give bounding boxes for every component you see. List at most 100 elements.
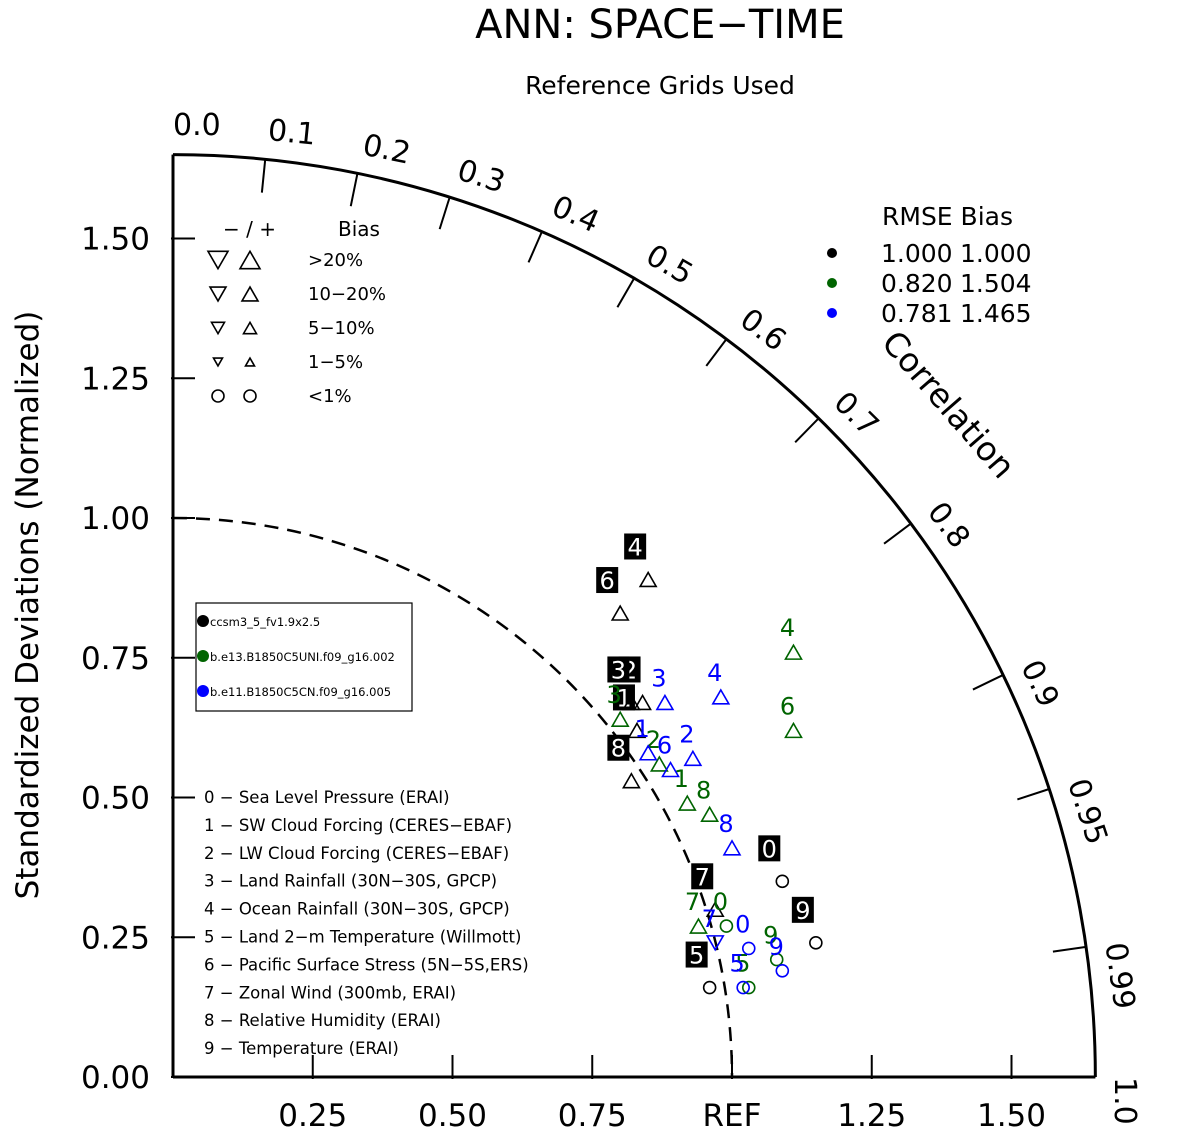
bias-legend-triangle-up-icon: [242, 320, 258, 335]
y-tick-label: 1.00: [81, 501, 150, 537]
point-0-6: 6: [596, 567, 630, 621]
correlation-tick-label: 0.1: [266, 113, 317, 153]
point-label-box: [791, 896, 814, 923]
correlation-tick: [1017, 788, 1050, 801]
series-legend-label: b.e11.B1850C5CN.f09_g16.005: [210, 685, 391, 699]
point-0-7: 7: [691, 863, 725, 918]
rmse-color-dot: [827, 248, 837, 258]
point-2-1: 1: [635, 715, 658, 761]
outer-arc: [172, 153, 1097, 1078]
bias-legend-header-bias: Bias: [338, 217, 380, 241]
point-marker-triangle: [722, 839, 742, 856]
point-marker-triangle: [610, 604, 630, 621]
point-marker-triangle: [638, 744, 658, 761]
point-label-box: [624, 533, 647, 560]
point-marker-triangle: [633, 693, 652, 711]
series-legend-dot: [197, 650, 209, 662]
point-marker-triangle: [621, 772, 641, 789]
bias-legend-triangle-down-icon: [210, 321, 226, 336]
point-label-box: [607, 734, 630, 761]
y-tick-label: 1.25: [81, 361, 150, 397]
point-0-3: 3: [607, 656, 641, 711]
series-legend: ccsm3_5_fv1.9x2.5 b.e13.B1850C5UNI.f09_g1…: [195, 602, 413, 712]
point-marker-circle: [741, 980, 756, 995]
variable-legend-item: 5 − Land 2−m Temperature (Willmott): [204, 928, 521, 947]
correlation-tick-label: 0.4: [547, 189, 605, 240]
x-tick-label: REF: [703, 1098, 762, 1134]
y-tick-label: 0.75: [81, 641, 150, 677]
point-label: 7: [702, 905, 717, 933]
point-1-7: 7: [685, 888, 708, 934]
point-0-4: 4: [624, 533, 658, 588]
point-marker-circle: [775, 874, 790, 889]
correlation-tick: [1052, 945, 1087, 953]
series-legend-label: ccsm3_5_fv1.9x2.5: [210, 615, 320, 629]
bias-legend-label: 5−10%: [308, 318, 375, 339]
point-label: 5: [735, 950, 750, 978]
point-label: 6: [657, 732, 672, 760]
point-label: 2: [679, 720, 694, 748]
point-label-box: [758, 835, 781, 862]
point-1-4: 4: [780, 614, 803, 660]
correlation-tick: [438, 196, 451, 230]
rmse-value: 0.820: [881, 269, 953, 298]
point-label-box: [607, 656, 630, 683]
y-tick-label: 0.00: [81, 1060, 150, 1096]
point-label: 8: [718, 810, 733, 838]
point-2-2: 2: [679, 720, 703, 767]
variable-legend-item: 7 − Zonal Wind (300mb, ERAI): [204, 983, 456, 1002]
point-marker-triangle: [784, 643, 803, 660]
point-0-5: 5: [685, 941, 717, 995]
bias-value: 1.504: [960, 269, 1032, 298]
bias-legend: − / + Bias >20% 10−20% 5−10% 1−5% <1%: [206, 217, 386, 407]
bias-legend-triangle-up-icon: [244, 356, 256, 367]
variable-legend-item: 2 − LW Cloud Forcing (CERES−EBAF): [204, 844, 509, 863]
chart-subtitle: Reference Grids Used: [525, 71, 795, 100]
series-legend-box: [195, 602, 413, 712]
point-label: 6: [600, 567, 615, 595]
point-2-9: 9: [769, 933, 790, 978]
rmse-value: 1.000: [881, 239, 953, 268]
point-marker-triangle: [705, 900, 725, 918]
rmse-color-dot: [827, 278, 837, 288]
point-2-0: 0: [735, 910, 756, 956]
variable-legend-item: 8 − Relative Humidity (ERAI): [204, 1011, 441, 1030]
x-tick-label: 1.25: [837, 1098, 906, 1134]
point-label: 3: [607, 681, 622, 709]
point-label: 0: [762, 835, 777, 863]
correlation-tick-label: 0.9: [1013, 655, 1065, 713]
x-tick-label: 0.50: [418, 1098, 487, 1134]
point-marker-triangle: [677, 794, 697, 811]
correlation-tick: [349, 173, 359, 207]
series-legend-dot: [197, 685, 209, 697]
bias-value: 1.000: [960, 239, 1032, 268]
correlation-tick: [972, 674, 1004, 691]
point-marker-triangle: [784, 721, 803, 739]
variable-legend: 0 − Sea Level Pressure (ERAI) 1 − SW Clou…: [204, 788, 529, 1058]
correlation-tick: [883, 522, 912, 545]
point-marker-triangle: [655, 693, 675, 711]
point-1-3: 3: [607, 681, 630, 728]
point-label: 0: [735, 910, 750, 938]
point-marker-circle: [809, 936, 823, 950]
point-marker-circle: [775, 963, 790, 978]
rmse-color-dot: [827, 308, 837, 318]
point-marker-triangle: [627, 721, 647, 739]
diagram-frame: [171, 153, 1097, 1079]
correlation-tick-label: 0.2: [360, 128, 414, 172]
bias-legend-triangle-down-icon: [208, 286, 228, 303]
correlation-tick-label: 1.0: [1107, 1077, 1142, 1125]
point-marker-triangle: [638, 570, 658, 588]
point-label: 1: [674, 765, 689, 793]
point-1-1: 1: [674, 765, 697, 811]
point-2-7: 7: [702, 905, 725, 952]
bias-legend-label: >20%: [308, 250, 363, 271]
point-marker-triangle: [689, 917, 708, 934]
point-label: 3: [611, 656, 626, 684]
point-label-box: [685, 941, 708, 968]
point-1-9: 9: [763, 922, 784, 967]
chart-title: ANN: SPACE−TIME: [475, 2, 845, 48]
point-label: 1: [616, 684, 631, 712]
